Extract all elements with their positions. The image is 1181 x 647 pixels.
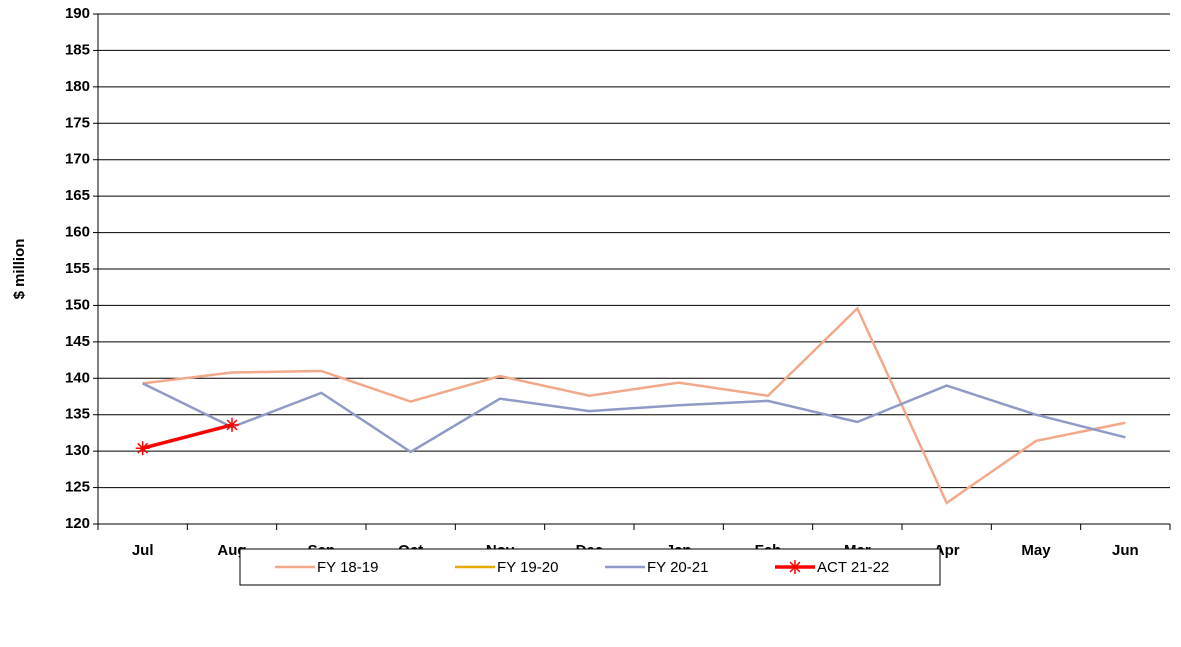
marker (135, 441, 150, 456)
y-tick-label: 180 (65, 78, 90, 95)
legend-marker (788, 560, 802, 574)
y-tick-label: 160 (65, 224, 90, 241)
y-tick-label: 120 (65, 515, 90, 532)
y-tick-label: 150 (65, 296, 90, 313)
legend-box (239, 548, 941, 586)
y-tick-label: 190 (65, 5, 90, 22)
y-tick-label: 155 (65, 260, 90, 277)
x-tick-label: May (1021, 542, 1051, 559)
legend-label: ACT 21-22 (817, 559, 889, 576)
y-tick-label: 170 (65, 151, 90, 168)
legend-label: FY 18-19 (317, 559, 378, 576)
y-tick-label: 140 (65, 369, 90, 386)
y-tick-label: 135 (65, 406, 90, 423)
legend-label: FY 19-20 (497, 559, 558, 576)
y-tick-label: 165 (65, 187, 90, 204)
series-line (142, 423, 233, 450)
y-axis-label: $ million (11, 239, 28, 300)
y-tick-label: 125 (65, 479, 90, 496)
x-tick-label: Jun (1112, 542, 1139, 559)
x-tick-label: Jul (132, 542, 154, 559)
series-line (142, 306, 1126, 505)
legend-label: FY 20-21 (647, 559, 708, 576)
x-tick-label: Aug (217, 542, 246, 559)
y-tick-label: 185 (65, 41, 90, 58)
y-tick-label: 175 (65, 114, 90, 131)
series-line (142, 382, 1126, 454)
marker (225, 417, 239, 432)
y-tick-label: 145 (65, 333, 90, 350)
y-tick-label: 130 (65, 442, 90, 459)
